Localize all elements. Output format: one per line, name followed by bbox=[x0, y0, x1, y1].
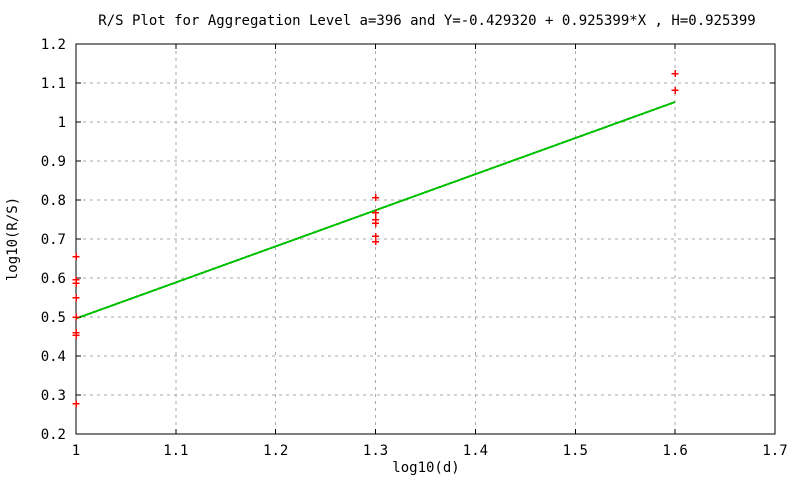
data-point-marker bbox=[72, 279, 80, 287]
y-tick-label: 0.7 bbox=[41, 232, 66, 248]
x-axis-label: log10(d) bbox=[392, 460, 459, 476]
data-point-marker bbox=[72, 313, 80, 321]
data-point-marker bbox=[72, 400, 80, 408]
data-point-marker bbox=[372, 209, 380, 217]
y-tick-label: 0.3 bbox=[41, 388, 66, 404]
chart-title: R/S Plot for Aggregation Level a=396 and… bbox=[98, 13, 755, 29]
y-tick-label: 1.1 bbox=[41, 76, 66, 92]
x-tick-label: 1.7 bbox=[762, 443, 787, 459]
y-tick-label: 0.6 bbox=[41, 271, 66, 287]
data-point-marker bbox=[671, 86, 679, 94]
y-axis-label: log10(R/S) bbox=[5, 197, 21, 281]
y-tick-label: 0.9 bbox=[41, 154, 66, 170]
y-tick-label: 1 bbox=[58, 115, 66, 131]
data-point-marker bbox=[72, 253, 80, 261]
x-tick-label: 1.1 bbox=[163, 443, 188, 459]
y-tick-label: 1.2 bbox=[41, 37, 66, 53]
plot-area: 1 1.1 1.2 1.3 1.4 1.5 1.6 1.7 0.2 0.3 0.4 0.5 0.6 0.7… bbox=[41, 37, 788, 459]
x-tick-label: 1.2 bbox=[263, 443, 288, 459]
y-tick-label: 0.4 bbox=[41, 349, 66, 365]
x-tick-label: 1 bbox=[72, 443, 80, 459]
data-point-marker bbox=[372, 219, 380, 227]
x-tick-label: 1.6 bbox=[662, 443, 687, 459]
y-tick-label: 0.2 bbox=[41, 427, 66, 443]
x-tick-label: 1.5 bbox=[563, 443, 588, 459]
y-tick-label: 0.5 bbox=[41, 310, 66, 326]
data-point-marker bbox=[671, 70, 679, 78]
y-tick-label: 0.8 bbox=[41, 193, 66, 209]
plot-border bbox=[75, 43, 776, 435]
x-tick-label: 1.4 bbox=[463, 443, 488, 459]
data-point-marker bbox=[72, 331, 80, 339]
x-tick-label: 1.3 bbox=[363, 443, 388, 459]
data-point-marker bbox=[372, 238, 380, 246]
data-point-marker bbox=[372, 194, 380, 202]
data-point-marker bbox=[72, 294, 80, 302]
